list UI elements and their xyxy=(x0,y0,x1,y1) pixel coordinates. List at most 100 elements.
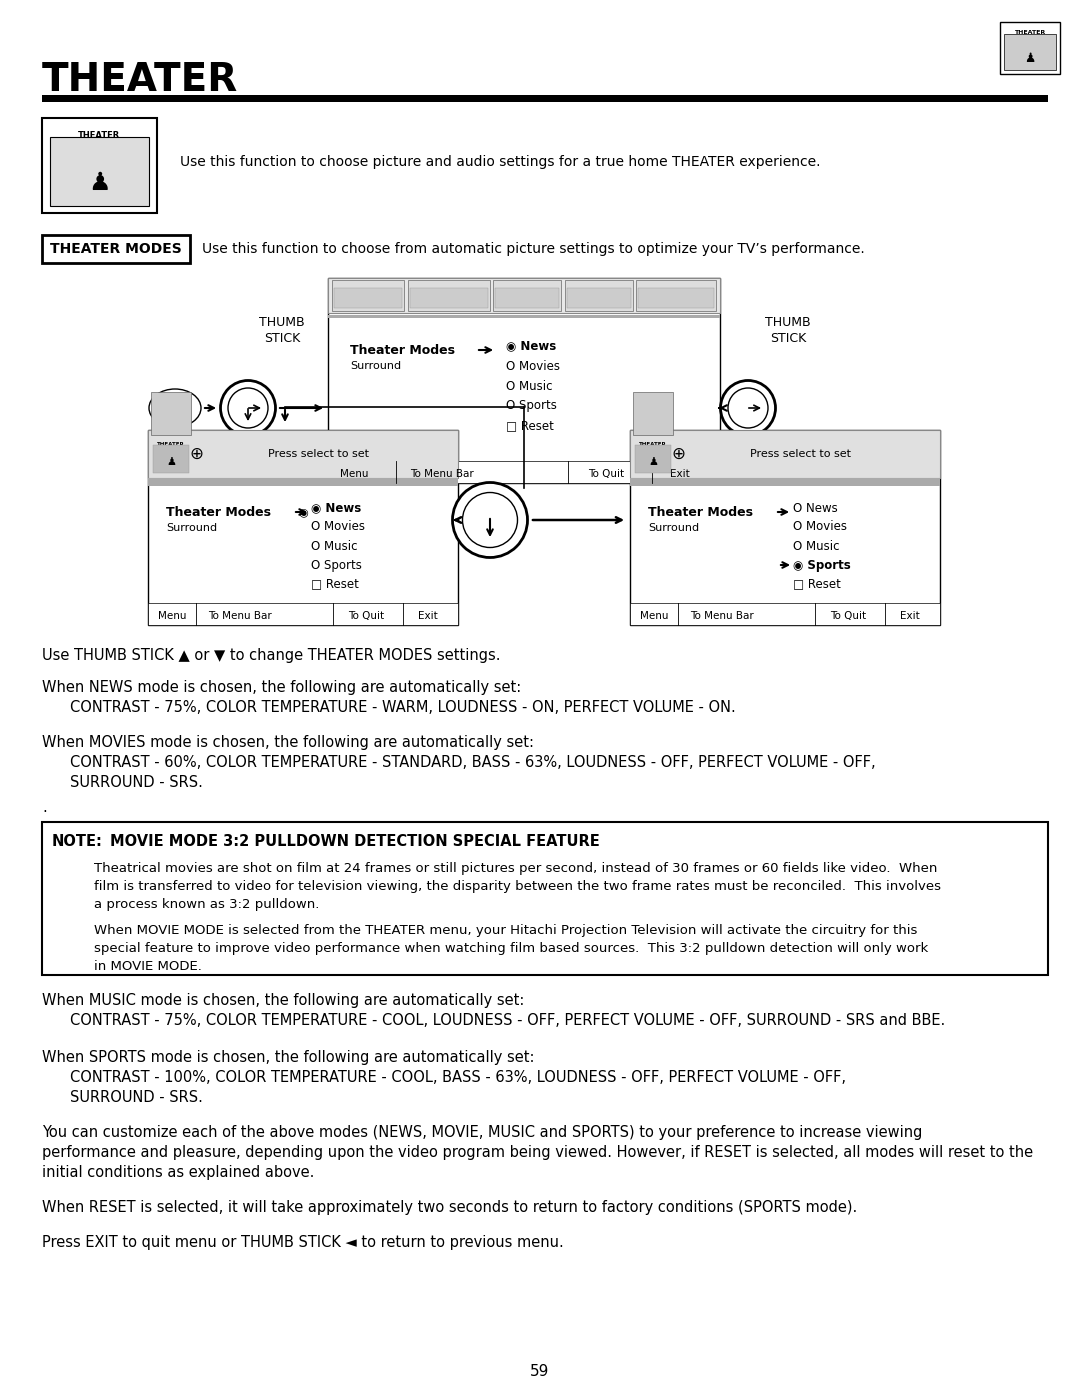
Ellipse shape xyxy=(220,380,275,436)
Text: To Quit: To Quit xyxy=(348,610,384,622)
Text: ⊕: ⊕ xyxy=(189,446,203,462)
Text: THUMB
STICK: THUMB STICK xyxy=(468,432,513,461)
Bar xyxy=(153,446,189,474)
Bar xyxy=(148,478,458,486)
Text: AUDIO: AUDIO xyxy=(591,292,607,298)
Bar xyxy=(42,117,157,212)
Text: Use this function to choose picture and audio settings for a true home THEATER e: Use this function to choose picture and … xyxy=(180,155,821,169)
Bar xyxy=(567,288,631,307)
Text: To Quit: To Quit xyxy=(588,469,624,479)
Text: To Menu Bar: To Menu Bar xyxy=(410,469,474,479)
Text: Surround: Surround xyxy=(648,522,699,534)
Bar xyxy=(635,446,671,474)
Text: O Music: O Music xyxy=(311,539,357,552)
Text: O Music: O Music xyxy=(507,380,553,393)
Text: Use THUMB STICK ▲ or ▼ to change THEATER MODES settings.: Use THUMB STICK ▲ or ▼ to change THEATER… xyxy=(42,648,500,664)
Text: SURROUND - SRS.: SURROUND - SRS. xyxy=(70,775,203,789)
Text: When NEWS mode is chosen, the following are automatically set:: When NEWS mode is chosen, the following … xyxy=(42,680,522,694)
Text: Surround: Surround xyxy=(166,522,217,534)
Bar xyxy=(636,279,716,312)
Text: Exit: Exit xyxy=(418,610,437,622)
Text: To Quit: To Quit xyxy=(831,610,866,622)
Text: 59: 59 xyxy=(530,1365,550,1379)
Text: THEATER: THEATER xyxy=(1014,29,1045,35)
Bar xyxy=(328,278,720,483)
Text: ◉ News: ◉ News xyxy=(311,502,361,514)
Text: ♟: ♟ xyxy=(89,170,110,196)
Text: ◉ News: ◉ News xyxy=(507,339,556,352)
Bar xyxy=(565,279,633,312)
Text: Press EXIT to quit menu or THUMB STICK ◄ to return to previous menu.: Press EXIT to quit menu or THUMB STICK ◄… xyxy=(42,1235,564,1250)
Text: THEATER: THEATER xyxy=(665,292,687,298)
Text: Exit: Exit xyxy=(900,610,920,622)
Text: Surround: Surround xyxy=(350,360,401,372)
Text: THEATER: THEATER xyxy=(157,441,185,447)
Text: O Movies: O Movies xyxy=(793,521,847,534)
Ellipse shape xyxy=(228,388,268,427)
Bar xyxy=(42,95,1048,102)
Text: □ Reset: □ Reset xyxy=(311,577,359,591)
Text: MOVIE MODE 3:2 PULLDOWN DETECTION SPECIAL FEATURE: MOVIE MODE 3:2 PULLDOWN DETECTION SPECIA… xyxy=(110,834,599,849)
Text: When MOVIE MODE is selected from the THEATER menu, your Hitachi Projection Telev: When MOVIE MODE is selected from the THE… xyxy=(94,923,917,937)
Text: O Sports: O Sports xyxy=(507,400,557,412)
Text: Menu: Menu xyxy=(158,610,187,622)
Text: a process known as 3:2 pulldown.: a process known as 3:2 pulldown. xyxy=(94,898,320,911)
Text: Theater Modes: Theater Modes xyxy=(166,506,271,518)
Text: .: . xyxy=(42,800,46,814)
Ellipse shape xyxy=(720,380,775,436)
Text: Press select to set: Press select to set xyxy=(268,448,369,460)
Text: ◉: ◉ xyxy=(298,509,308,518)
Text: Theatrical movies are shot on film at 24 frames or still pictures per second, in: Theatrical movies are shot on film at 24… xyxy=(94,862,937,875)
Text: THEATER MODES: THEATER MODES xyxy=(50,242,181,256)
Text: When MOVIES mode is chosen, the following are automatically set:: When MOVIES mode is chosen, the followin… xyxy=(42,735,534,750)
Text: O News: O News xyxy=(793,502,838,514)
Ellipse shape xyxy=(149,388,201,427)
Text: THEATER: THEATER xyxy=(42,61,239,99)
Text: When MUSIC mode is chosen, the following are automatically set:: When MUSIC mode is chosen, the following… xyxy=(42,993,525,1009)
Text: ⊕: ⊕ xyxy=(671,446,685,462)
Bar xyxy=(410,288,488,307)
Text: When RESET is selected, it will take approximately two seconds to return to fact: When RESET is selected, it will take app… xyxy=(42,1200,858,1215)
Text: □ Reset: □ Reset xyxy=(793,577,841,591)
Bar xyxy=(148,430,458,478)
Ellipse shape xyxy=(728,388,768,427)
Text: CONTRAST - 60%, COLOR TEMPERATURE - STANDARD, BASS - 63%, LOUDNESS - OFF, PERFEC: CONTRAST - 60%, COLOR TEMPERATURE - STAN… xyxy=(70,754,876,770)
Bar xyxy=(328,461,720,483)
Text: THUMB
STICK: THUMB STICK xyxy=(259,316,305,345)
Bar xyxy=(334,288,402,307)
Text: CONTRAST - 75%, COLOR TEMPERATURE - COOL, LOUDNESS - OFF, PERFECT VOLUME - OFF, : CONTRAST - 75%, COLOR TEMPERATURE - COOL… xyxy=(70,1013,945,1028)
Text: To Menu Bar: To Menu Bar xyxy=(208,610,272,622)
Ellipse shape xyxy=(462,493,517,548)
Text: ♟: ♟ xyxy=(1024,53,1036,66)
Text: VIDEO: VIDEO xyxy=(519,292,535,298)
Bar xyxy=(630,430,940,478)
Text: O Sports: O Sports xyxy=(311,559,362,571)
Text: Menu: Menu xyxy=(340,469,368,479)
Text: initial conditions as explained above.: initial conditions as explained above. xyxy=(42,1165,314,1180)
Text: film is transferred to video for television viewing, the disparity between the t: film is transferred to video for televis… xyxy=(94,880,941,893)
Text: O Music: O Music xyxy=(793,539,839,552)
Text: Theater Modes: Theater Modes xyxy=(350,344,455,356)
Text: THUMB
STICK: THUMB STICK xyxy=(766,316,811,345)
Text: ♟: ♟ xyxy=(166,457,176,467)
Text: performance and pleasure, depending upon the video program being viewed. However: performance and pleasure, depending upon… xyxy=(42,1146,1034,1160)
Text: in MOVIE MODE.: in MOVIE MODE. xyxy=(94,960,202,972)
Text: □ Reset: □ Reset xyxy=(507,419,554,433)
Text: Menu: Menu xyxy=(640,610,669,622)
Text: To Menu Bar: To Menu Bar xyxy=(690,610,754,622)
Text: O Movies: O Movies xyxy=(311,521,365,534)
Text: THEATER: THEATER xyxy=(639,441,666,447)
Text: O Movies: O Movies xyxy=(507,359,561,373)
Text: THEATER: THEATER xyxy=(79,130,121,140)
Bar xyxy=(332,279,404,312)
Text: CONTRAST - 100%, COLOR TEMPERATURE - COOL, BASS - 63%, LOUDNESS - OFF, PERFECT V: CONTRAST - 100%, COLOR TEMPERATURE - COO… xyxy=(70,1070,846,1085)
Text: CONTRAST - 75%, COLOR TEMPERATURE - WARM, LOUDNESS - ON, PERFECT VOLUME - ON.: CONTRAST - 75%, COLOR TEMPERATURE - WARM… xyxy=(70,700,735,715)
Bar xyxy=(1004,34,1056,70)
Bar xyxy=(630,478,940,486)
Bar xyxy=(50,137,149,205)
Bar xyxy=(630,604,940,624)
Text: Theater Modes: Theater Modes xyxy=(648,506,753,518)
Text: You can customize each of the above modes (NEWS, MOVIE, MUSIC and SPORTS) to you: You can customize each of the above mode… xyxy=(42,1125,922,1140)
Bar xyxy=(328,278,720,313)
Bar xyxy=(42,235,190,263)
